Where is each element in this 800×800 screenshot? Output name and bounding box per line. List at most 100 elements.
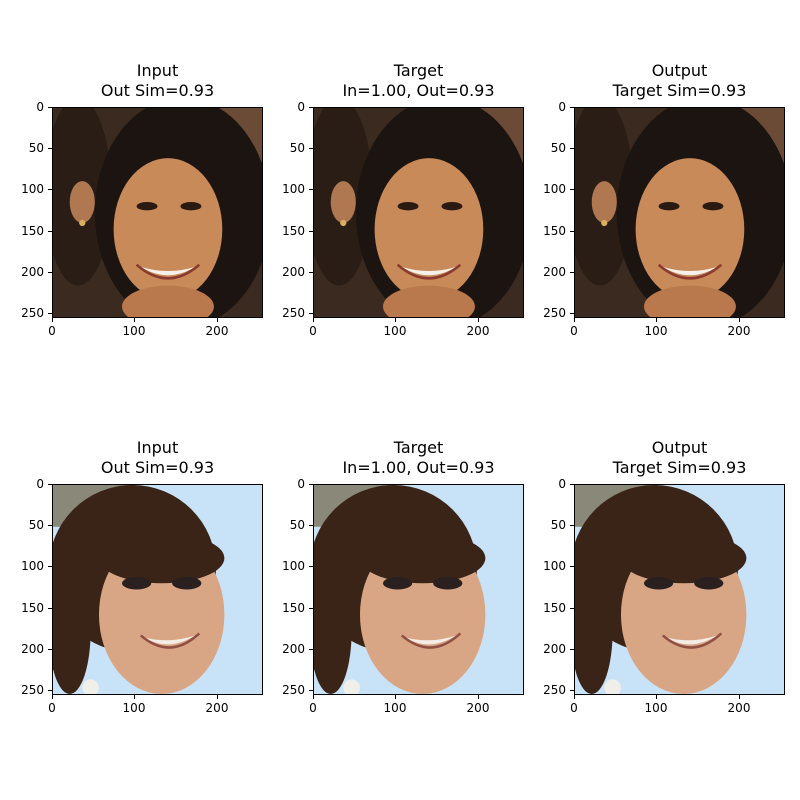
y-tick-label: 0 — [297, 100, 305, 114]
x-tick-mark — [395, 318, 396, 322]
y-tick-mark — [309, 272, 313, 273]
x-tick-mark — [313, 695, 314, 699]
y-tick-label: 150 — [282, 224, 305, 238]
x-tick-mark — [574, 318, 575, 322]
y-tick-mark — [48, 148, 52, 149]
x-tick-label: 0 — [309, 701, 317, 715]
panel-title-line2: Target Sim=0.93 — [612, 81, 747, 100]
x-tick-label: 0 — [48, 701, 56, 715]
face-image — [574, 107, 785, 318]
y-tick-label: 50 — [289, 518, 305, 532]
y-tick-mark — [309, 690, 313, 691]
y-tick-label: 200 — [21, 265, 44, 279]
panel-title: Input Out Sim=0.93 — [28, 61, 288, 101]
panel-title-line1: Output — [651, 438, 708, 457]
y-tick-mark — [309, 608, 313, 609]
y-tick-label: 0 — [36, 100, 44, 114]
x-tick-mark — [134, 695, 135, 699]
face-image — [574, 484, 785, 695]
face-image — [313, 484, 524, 695]
y-tick-mark — [570, 649, 574, 650]
y-tick-mark — [570, 484, 574, 485]
panel-title-line1: Target — [393, 61, 444, 80]
y-tick-mark — [48, 525, 52, 526]
y-tick-label: 150 — [21, 601, 44, 615]
x-tick-label: 100 — [644, 324, 668, 338]
y-tick-label: 250 — [282, 306, 305, 320]
y-tick-label: 50 — [550, 518, 566, 532]
y-tick-label: 50 — [289, 141, 305, 155]
y-tick-mark — [48, 313, 52, 314]
x-tick-mark — [739, 695, 740, 699]
x-tick-mark — [739, 318, 740, 322]
panel-title-line1: Input — [136, 438, 179, 457]
x-tick-mark — [134, 318, 135, 322]
y-tick-mark — [309, 484, 313, 485]
y-tick-mark — [48, 189, 52, 190]
y-tick-label: 200 — [282, 642, 305, 656]
y-tick-mark — [48, 608, 52, 609]
y-tick-mark — [570, 107, 574, 108]
panel-title-line2: Target Sim=0.93 — [612, 458, 747, 477]
image-panel: Output Target Sim=0.93 0 50 100 150 200 250 0 10… — [543, 438, 785, 715]
panel-title: Output Target Sim=0.93 — [550, 61, 800, 101]
y-tick-label: 100 — [282, 559, 305, 573]
image-panel: Input Out Sim=0.93 0 50 100 150 200 250 0 100 200 — [21, 438, 263, 715]
y-tick-label: 150 — [21, 224, 44, 238]
y-tick-label: 100 — [543, 559, 566, 573]
y-tick-label: 0 — [36, 477, 44, 491]
y-tick-mark — [48, 107, 52, 108]
panel-title-line2: Out Sim=0.93 — [100, 458, 215, 477]
y-tick-mark — [570, 690, 574, 691]
y-tick-label: 250 — [543, 306, 566, 320]
y-tick-mark — [570, 189, 574, 190]
x-tick-label: 200 — [727, 324, 751, 338]
x-tick-mark — [656, 318, 657, 322]
image-panel: Target In=1.00, Out=0.93 0 50 100 150 200 250 0… — [282, 438, 524, 715]
y-tick-mark — [48, 566, 52, 567]
y-tick-mark — [48, 484, 52, 485]
panel-title-line1: Target — [393, 438, 444, 457]
panel-title-line1: Input — [136, 61, 179, 80]
x-tick-label: 0 — [570, 324, 578, 338]
face-photo-1 — [314, 108, 523, 317]
face-photo-1 — [575, 108, 784, 317]
x-tick-mark — [478, 695, 479, 699]
panel-title: Input Out Sim=0.93 — [28, 438, 288, 478]
y-tick-mark — [570, 608, 574, 609]
y-tick-mark — [570, 148, 574, 149]
y-tick-label: 0 — [558, 100, 566, 114]
y-tick-label: 200 — [543, 642, 566, 656]
face-photo-1 — [53, 108, 262, 317]
y-tick-label: 0 — [558, 477, 566, 491]
panel-title-line1: Output — [651, 61, 708, 80]
panel-title-line2: Out Sim=0.93 — [100, 81, 215, 100]
x-tick-label: 0 — [570, 701, 578, 715]
panel-title: Target In=1.00, Out=0.93 — [289, 61, 549, 101]
x-tick-label: 100 — [122, 324, 146, 338]
x-tick-label: 100 — [644, 701, 668, 715]
x-tick-label: 200 — [466, 701, 490, 715]
y-tick-label: 100 — [543, 182, 566, 196]
face-photo-2 — [575, 485, 784, 694]
x-tick-mark — [574, 695, 575, 699]
face-image — [313, 107, 524, 318]
panel-title: Output Target Sim=0.93 — [550, 438, 800, 478]
y-tick-label: 250 — [543, 683, 566, 697]
face-photo-2 — [314, 485, 523, 694]
y-tick-mark — [48, 231, 52, 232]
x-tick-label: 200 — [205, 324, 229, 338]
x-tick-mark — [217, 695, 218, 699]
y-tick-label: 200 — [21, 642, 44, 656]
y-tick-mark — [570, 272, 574, 273]
y-tick-mark — [570, 566, 574, 567]
y-tick-label: 250 — [282, 683, 305, 697]
x-tick-label: 200 — [466, 324, 490, 338]
panel-title-line2: In=1.00, Out=0.93 — [342, 81, 495, 100]
x-tick-label: 200 — [205, 701, 229, 715]
y-tick-label: 150 — [543, 224, 566, 238]
y-tick-label: 250 — [21, 683, 44, 697]
y-tick-label: 0 — [297, 477, 305, 491]
y-tick-label: 200 — [543, 265, 566, 279]
x-tick-mark — [313, 318, 314, 322]
